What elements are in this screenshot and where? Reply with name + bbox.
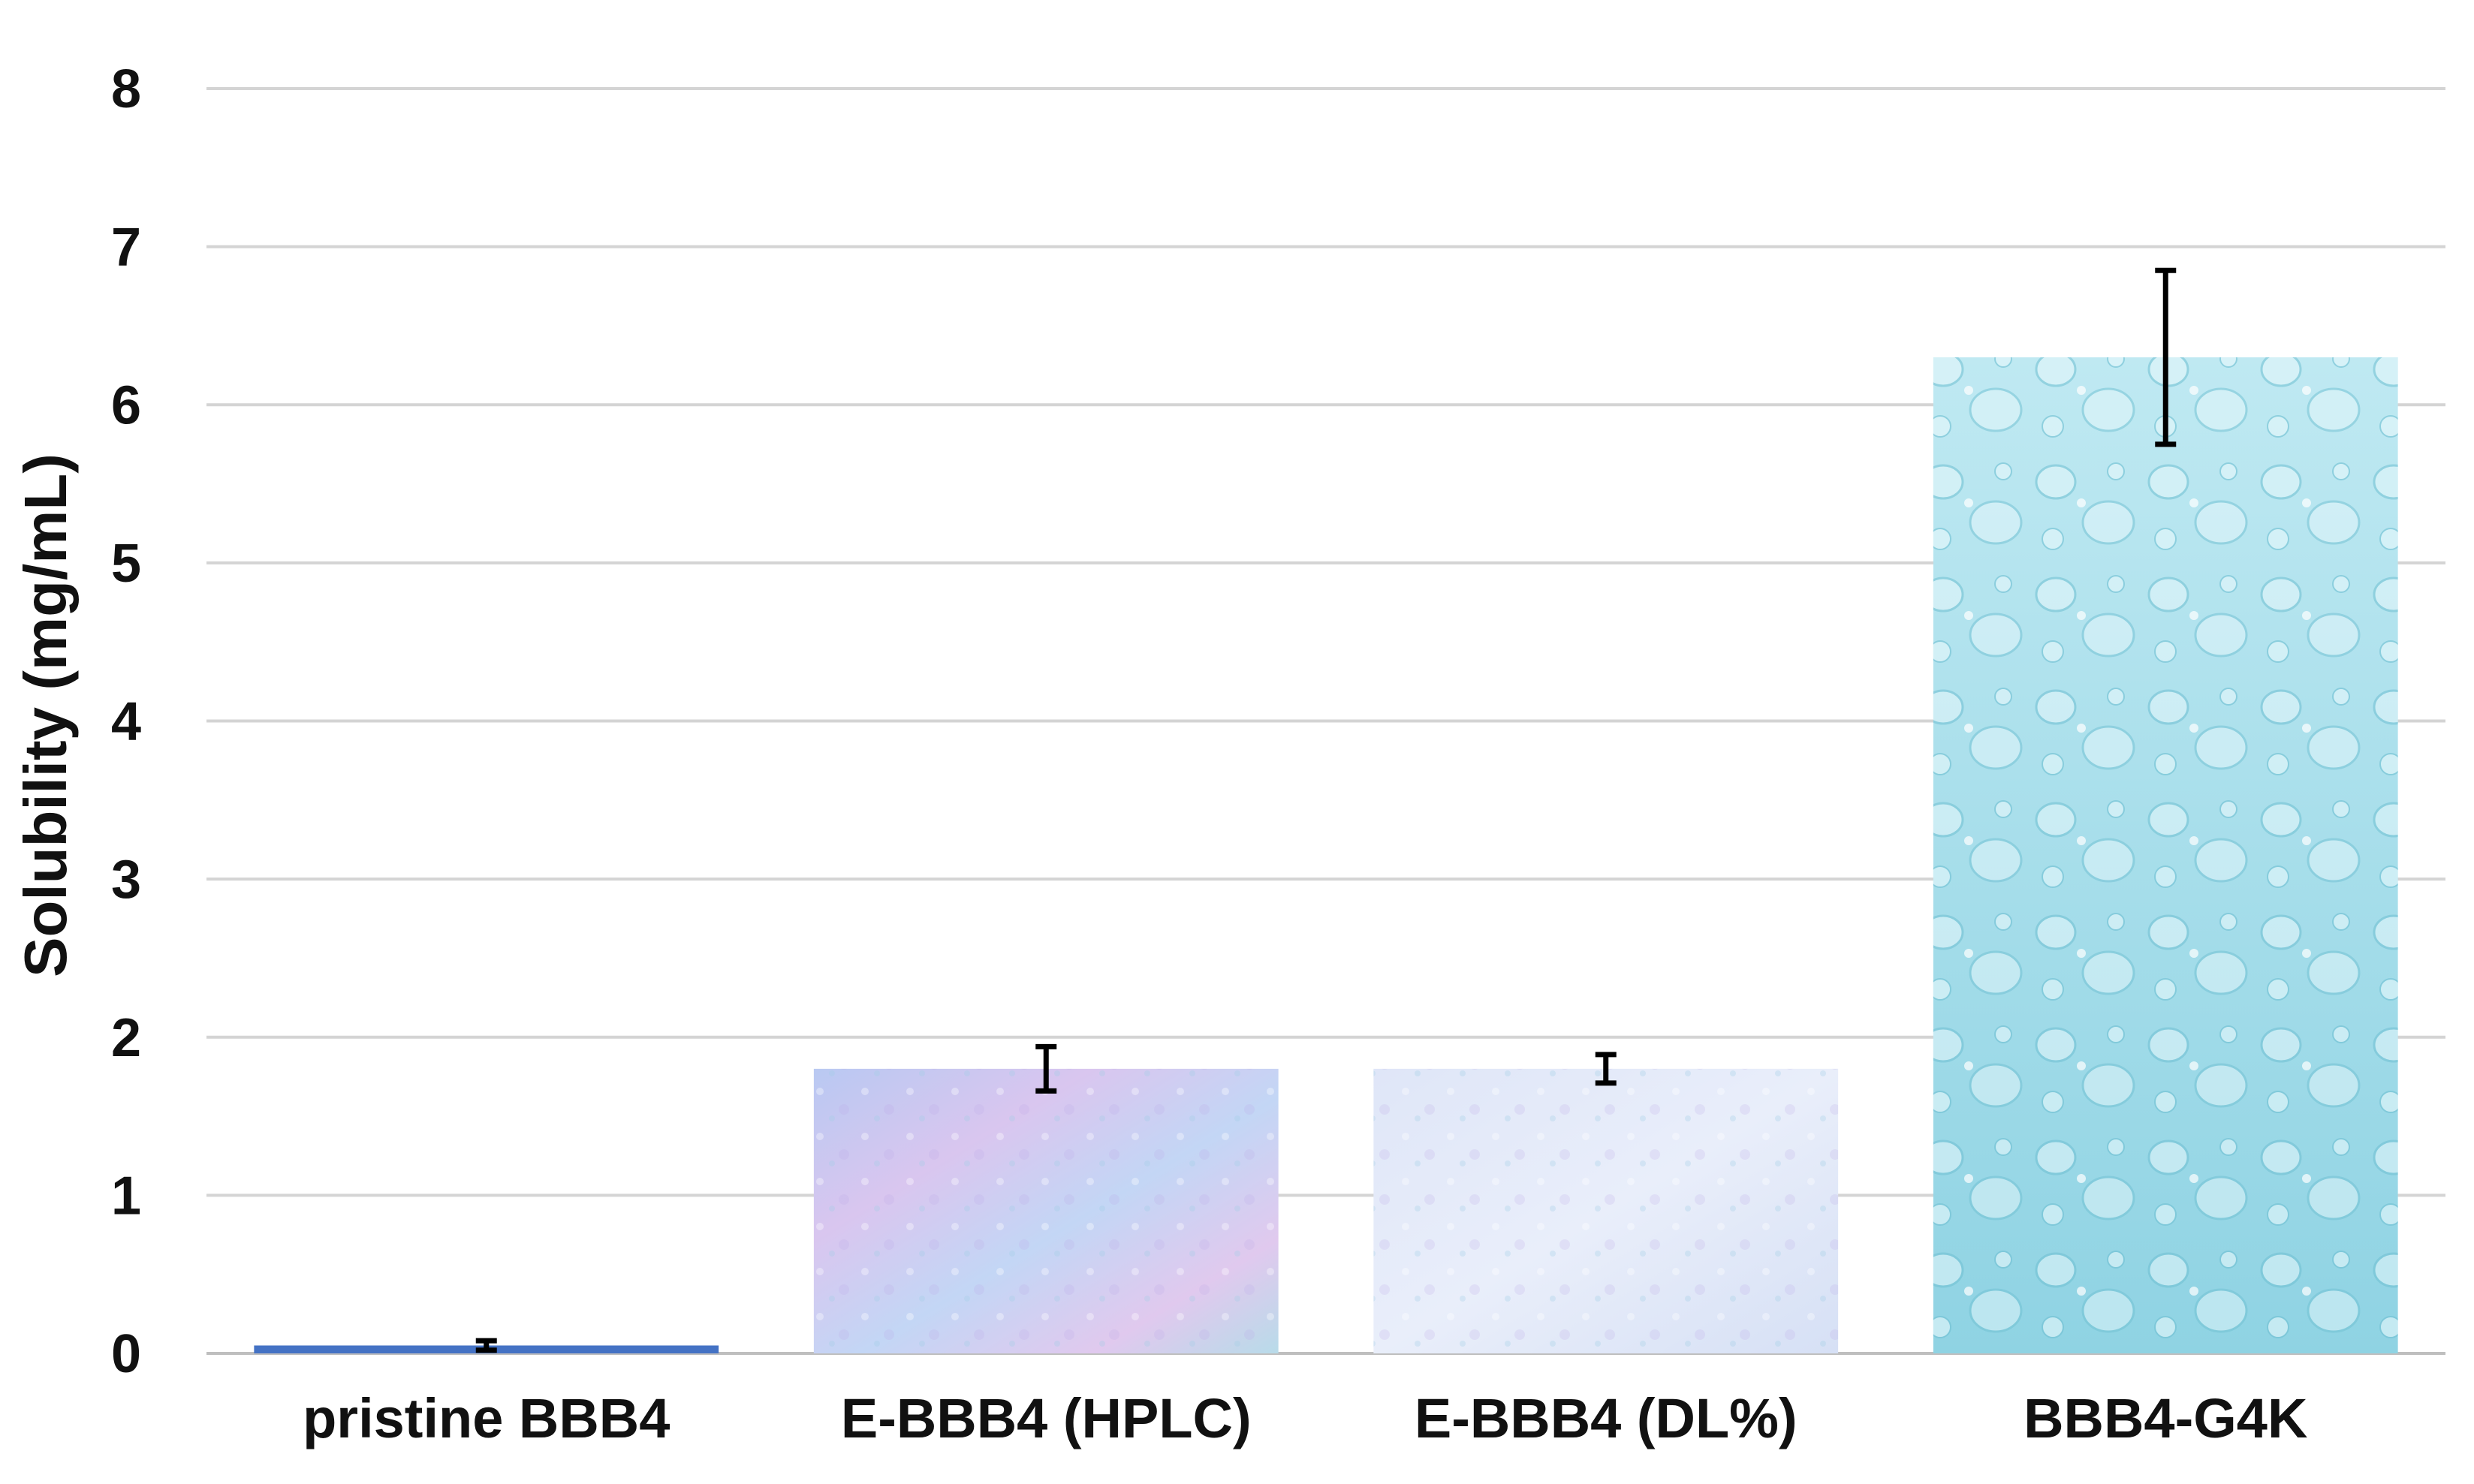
bar-texture [1933,357,2398,1353]
error-bar [475,1338,497,1353]
y-tick-label: 1 [111,1166,141,1226]
gridlines [206,87,2445,1355]
error-bars [475,267,2177,1353]
error-bar [1035,1043,1057,1094]
bar [813,1068,1279,1353]
x-category-label: E-BBB4 (HPLC) [841,1387,1252,1449]
y-tick-label: 7 [111,218,141,278]
bar [1373,1068,1839,1353]
y-tick-label: 8 [111,59,141,119]
y-tick-label: 6 [111,375,141,435]
x-axis-categories: pristine BBB4 E-BBB4 (HPLC) E-BBB4 (DL%) BB… [303,1387,2307,1449]
bar-texture [1373,1068,1839,1353]
bar-texture [813,1068,1279,1353]
x-category-label: BBB4-G4K [2023,1387,2307,1449]
error-bar [1595,1052,1617,1086]
y-tick-label: 3 [111,850,141,910]
y-tick-label: 4 [111,692,141,752]
y-axis-title: Solubility (mg/mL) [12,453,79,977]
y-tick-label: 0 [111,1324,141,1384]
y-tick-label: 5 [111,534,141,594]
bar [1933,357,2398,1353]
bars [254,357,2398,1353]
x-category-label: pristine BBB4 [303,1387,670,1449]
y-tick-label: 2 [111,1008,141,1068]
y-axis-ticks: 0 1 2 3 4 5 6 7 8 [111,59,141,1384]
x-category-label: E-BBB4 (DL%) [1415,1387,1797,1449]
error-bar [2155,267,2177,447]
